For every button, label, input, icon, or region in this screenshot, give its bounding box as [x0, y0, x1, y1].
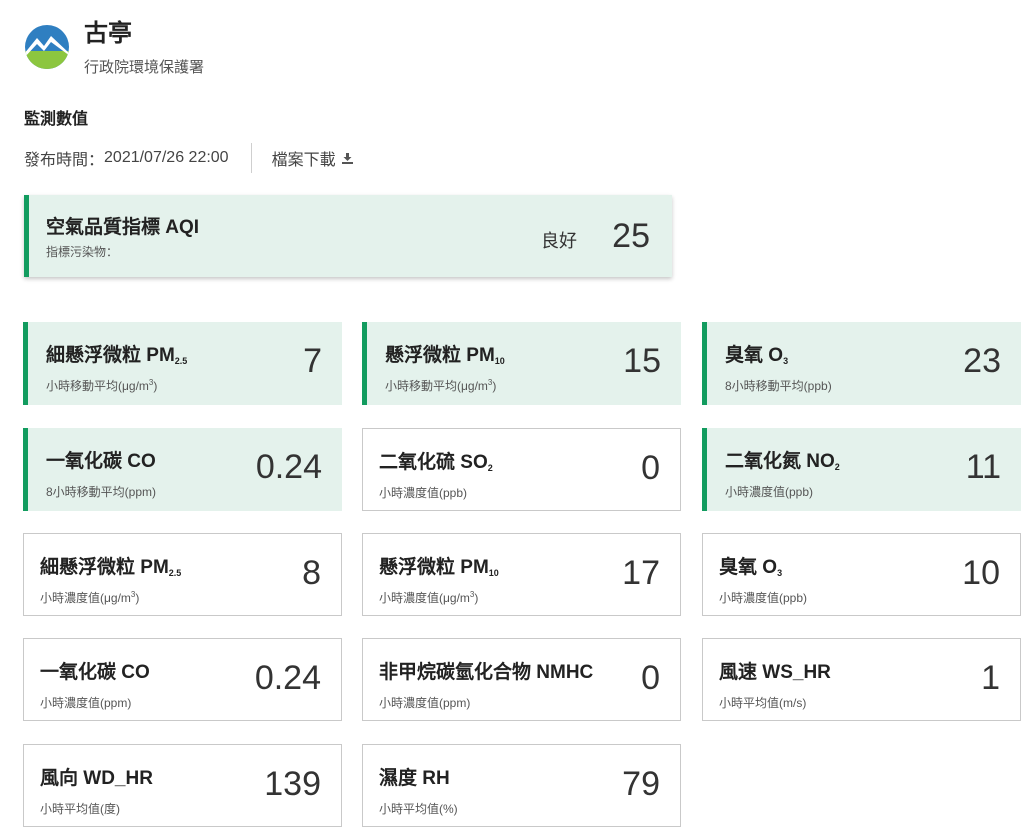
measure-card[interactable]: 二氧化硫 SO2 小時濃度值(ppb) 0 [362, 428, 681, 511]
measure-card[interactable]: 風向 WD_HR 小時平均值(度) 139 [23, 744, 342, 827]
measure-card[interactable]: 一氧化碳 CO 8小時移動平均(ppm) 0.24 [23, 428, 342, 511]
measure-name: 二氧化硫 SO2 [379, 452, 493, 473]
measure-name: 風速 WS_HR [719, 662, 831, 683]
measure-unit: 小時濃度值(μg/m3) [379, 590, 479, 605]
measure-unit: 小時濃度值(ppb) [379, 486, 468, 500]
measure-unit: 小時濃度值(ppm) [379, 696, 471, 710]
measure-name: 一氧化碳 CO [46, 451, 156, 472]
measure-card[interactable]: 非甲烷碳氫化合物 NMHC 小時濃度值(ppm) 0 [362, 638, 681, 721]
measure-name: 細懸浮微粒 PM2.5 [46, 345, 188, 366]
measure-card[interactable]: 臭氧 O3 小時濃度值(ppb) 10 [702, 533, 1021, 616]
measure-name: 懸浮微粒 PM10 [385, 345, 505, 366]
divider [250, 143, 252, 173]
aqi-status: 良好 [541, 231, 577, 251]
measure-value: 139 [264, 765, 321, 803]
measure-card[interactable]: 細懸浮微粒 PM2.5 小時濃度值(μg/m3) 8 [23, 533, 342, 616]
measure-value: 0.24 [255, 448, 322, 486]
epa-logo-icon [25, 25, 69, 69]
measure-card[interactable]: 二氧化氮 NO2 小時濃度值(ppb) 11 [702, 428, 1021, 511]
measure-value: 23 [963, 342, 1001, 380]
measure-unit: 小時平均值(度) [40, 802, 120, 816]
measure-value: 10 [962, 554, 1000, 592]
agency-name: 行政院環境保護署 [84, 59, 205, 76]
aqi-title: 空氣品質指標 AQI [46, 217, 200, 238]
publish-label: 發布時間： [24, 152, 105, 169]
publish-info: 發布時間： 2021/07/26 22:00 檔案下載 [24, 143, 353, 173]
download-icon [341, 152, 353, 164]
measure-unit: 小時平均值(m/s) [719, 696, 807, 710]
measure-card[interactable]: 濕度 RH 小時平均值(%) 79 [362, 744, 681, 827]
measure-value: 79 [622, 765, 660, 803]
measure-card[interactable]: 懸浮微粒 PM10 小時濃度值(μg/m3) 17 [362, 533, 681, 616]
page-header: 古亭 行政院環境保護署 [24, 20, 204, 77]
station-name: 古亭 [84, 20, 132, 47]
measure-name: 一氧化碳 CO [40, 662, 150, 683]
measure-unit: 小時平均值(%) [379, 802, 458, 816]
download-button[interactable]: 檔案下載 [272, 146, 353, 170]
download-label: 檔案下載 [271, 152, 336, 169]
measure-unit: 8小時移動平均(ppm) [46, 485, 157, 499]
measure-unit: 小時移動平均(μg/m3) [385, 378, 497, 393]
aqi-value: 25 [612, 217, 650, 255]
measure-value: 17 [622, 554, 660, 592]
measure-card[interactable]: 臭氧 O3 8小時移動平均(ppb) 23 [702, 322, 1021, 405]
measure-value: 0 [641, 449, 660, 487]
measure-card[interactable]: 懸浮微粒 PM10 小時移動平均(μg/m3) 15 [362, 322, 681, 405]
measure-name: 二氧化氮 NO2 [725, 451, 840, 472]
measure-value: 7 [303, 342, 322, 380]
publish-time: 2021/07/26 22:00 [104, 149, 229, 166]
measure-card[interactable]: 風速 WS_HR 小時平均值(m/s) 1 [702, 638, 1021, 721]
measure-name: 臭氧 O3 [725, 345, 789, 366]
measure-unit: 小時濃度值(ppb) [719, 591, 808, 605]
measure-name: 風向 WD_HR [40, 768, 153, 789]
measure-value: 1 [981, 659, 1000, 697]
aqi-card[interactable]: 空氣品質指標 AQI 指標污染物： 良好 25 [24, 195, 672, 277]
measure-value: 8 [302, 554, 321, 592]
measure-value: 0 [641, 659, 660, 697]
measure-unit: 小時濃度值(ppb) [725, 485, 814, 499]
measure-unit: 8小時移動平均(ppb) [725, 379, 832, 393]
measure-name: 濕度 RH [379, 768, 450, 789]
measure-unit: 小時濃度值(μg/m3) [40, 590, 140, 605]
measure-value: 0.24 [254, 659, 321, 697]
measure-card[interactable]: 一氧化碳 CO 小時濃度值(ppm) 0.24 [23, 638, 342, 721]
measure-name: 非甲烷碳氫化合物 NMHC [379, 662, 594, 683]
measure-name: 細懸浮微粒 PM2.5 [40, 557, 182, 578]
measure-unit: 小時移動平均(μg/m3) [46, 378, 158, 393]
measure-value: 11 [965, 448, 1001, 486]
measure-card[interactable]: 細懸浮微粒 PM2.5 小時移動平均(μg/m3) 7 [23, 322, 342, 405]
measure-name: 臭氧 O3 [719, 557, 783, 578]
measure-value: 15 [623, 342, 661, 380]
section-title: 監測數值 [24, 111, 89, 128]
measure-name: 懸浮微粒 PM10 [379, 557, 499, 578]
aqi-main-pollutant: 指標污染物： [46, 245, 119, 259]
measure-unit: 小時濃度值(ppm) [40, 696, 132, 710]
